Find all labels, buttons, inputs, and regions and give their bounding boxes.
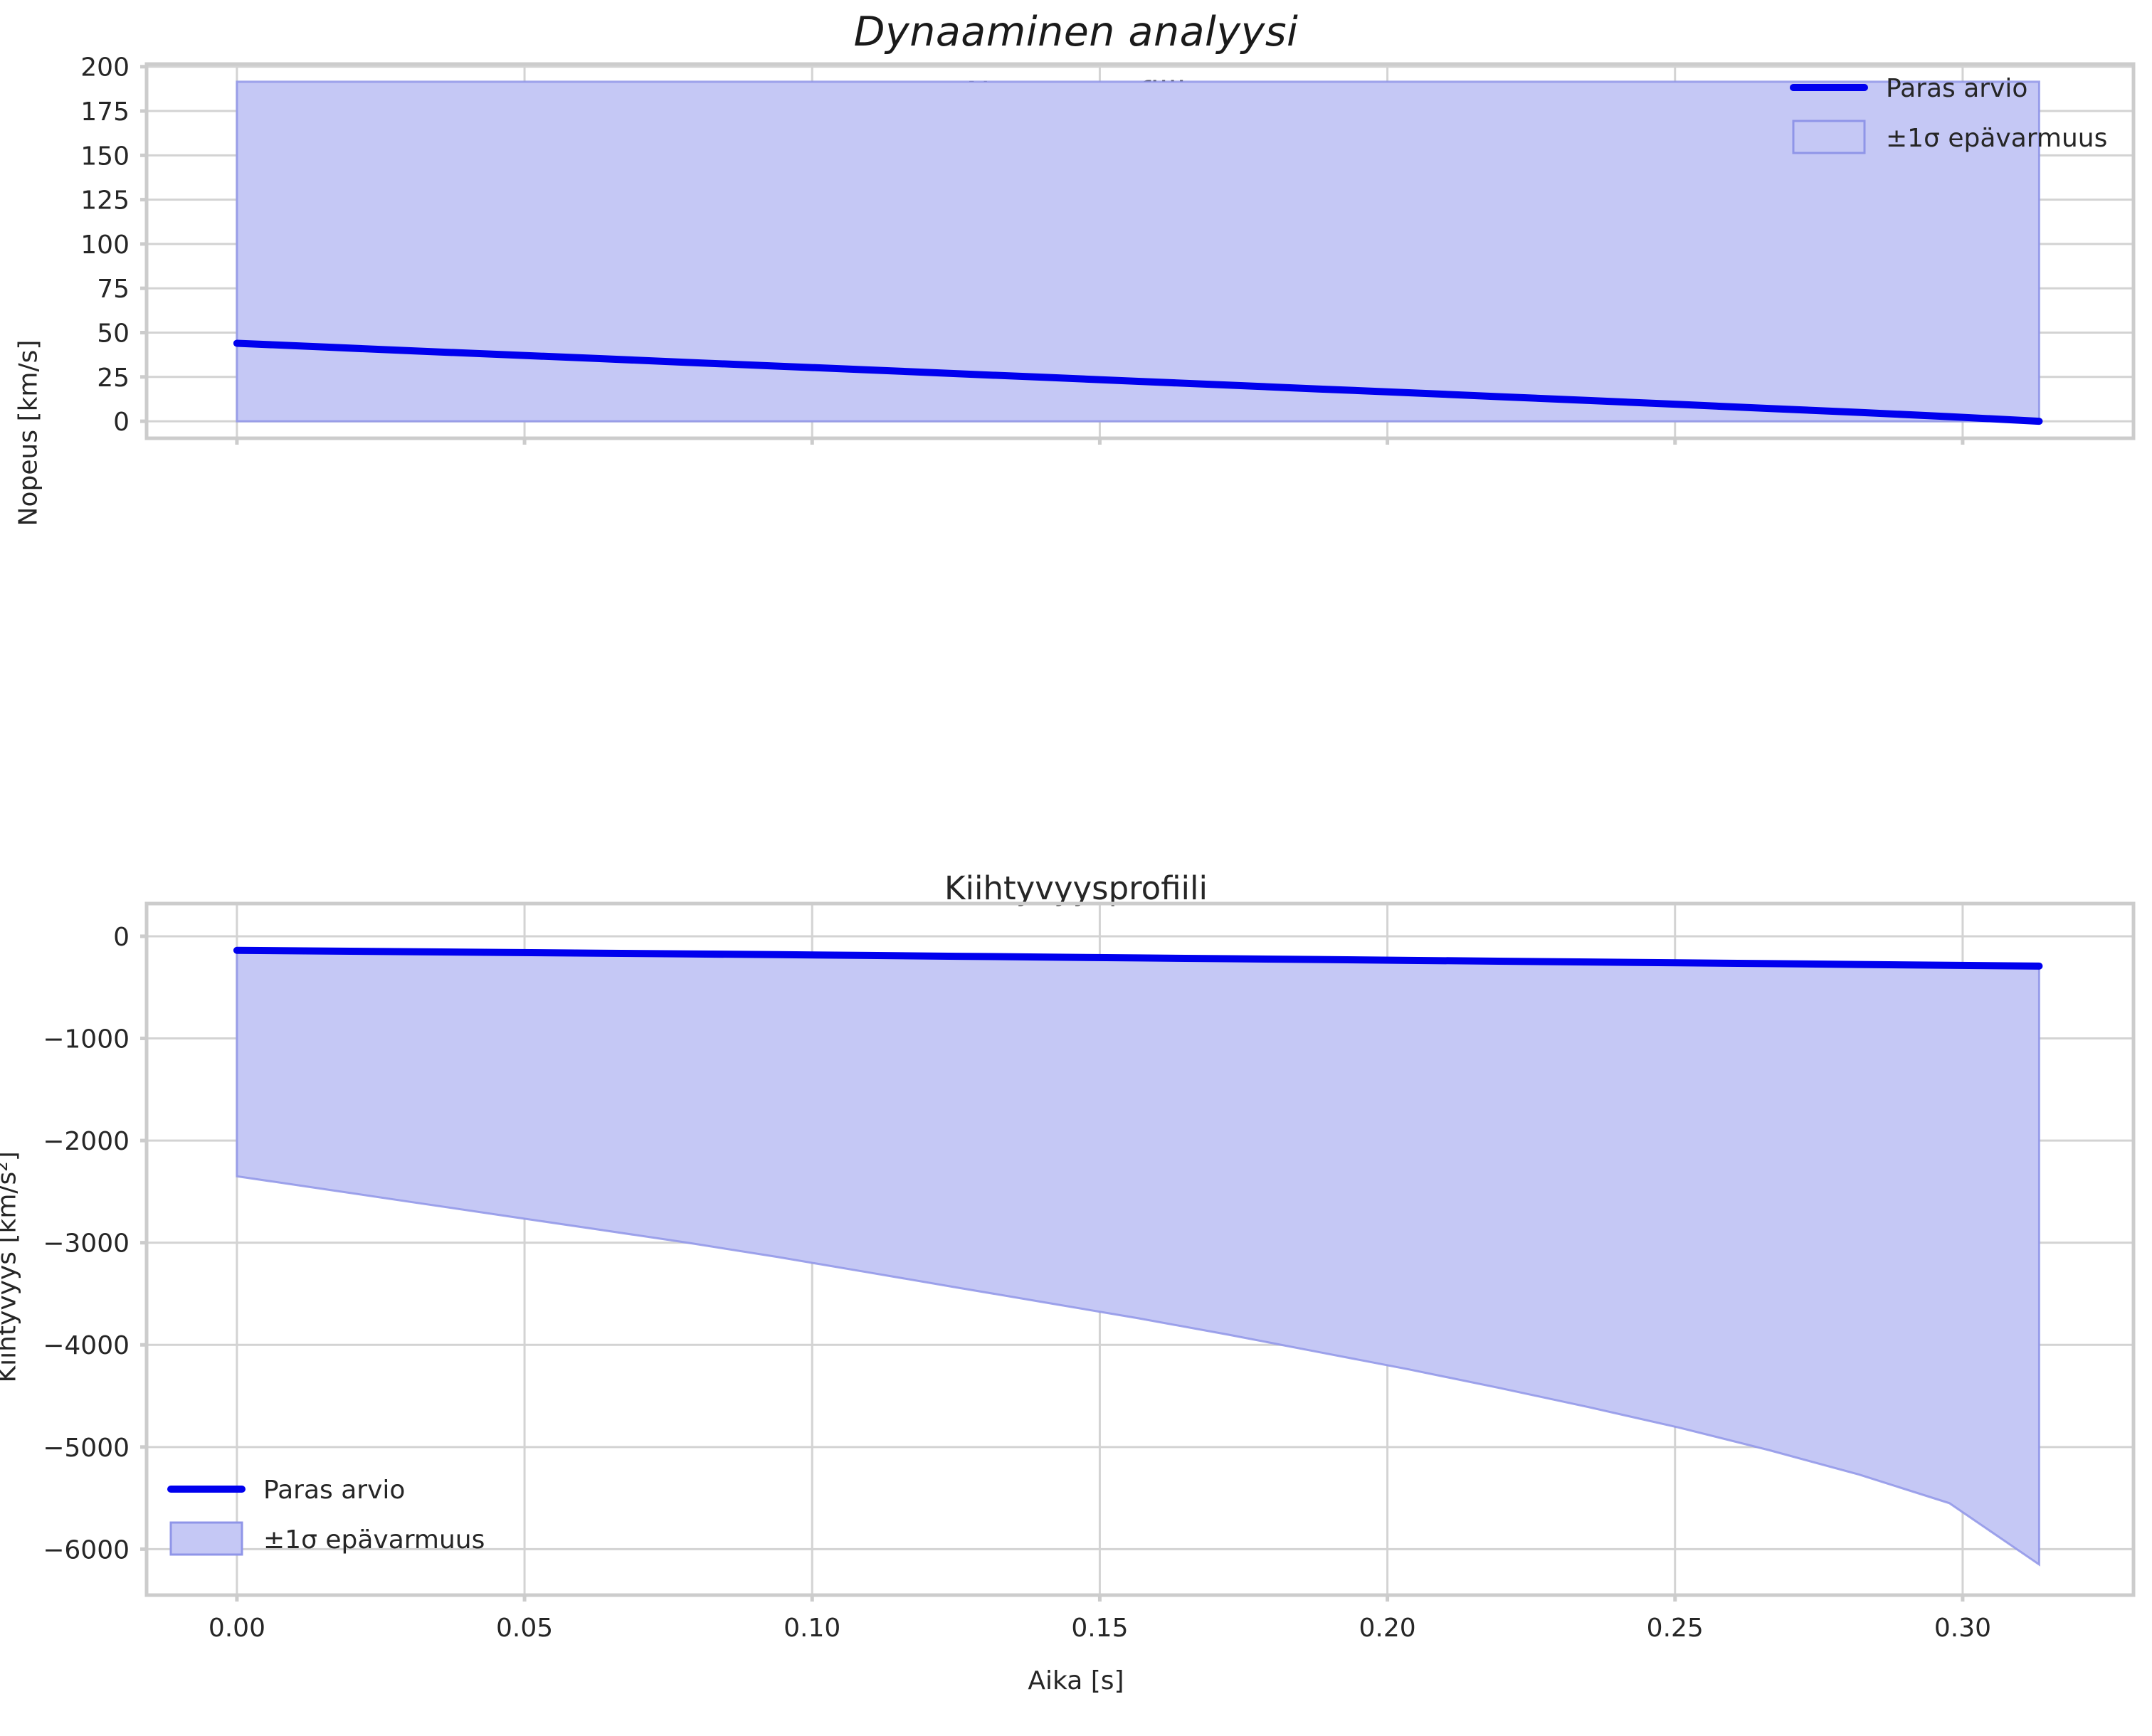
y-tick-label: 125 [80, 186, 130, 216]
axes-spines [144, 901, 2136, 1597]
x-tick-label: 0.30 [1934, 1614, 1991, 1643]
x-tick-label: 0.25 [1647, 1614, 1704, 1643]
y-tick-label: 150 [80, 142, 130, 171]
legend-label-band: ±1σ epävarmuus [263, 1525, 485, 1555]
y-tick-label: 0 [113, 923, 130, 952]
uncertainty-band [236, 949, 2040, 1567]
x-tick-label: 0.00 [209, 1614, 265, 1643]
x-axis-label: Aika [s] [1028, 1666, 1124, 1695]
velocity-plot: 0 25 50 75 100 125 150 175 200 Paras arvio ±1σ epä… [80, 53, 2136, 445]
x-tick-label: 0.20 [1359, 1614, 1416, 1643]
axes-title-acceleration: Kiihtyvyysprofiili [944, 869, 1208, 907]
x-tick-label: 0.10 [784, 1614, 840, 1643]
y-tick-label: 25 [97, 364, 130, 393]
y-tick-label: −6000 [43, 1535, 130, 1565]
y-tick-label: −5000 [43, 1434, 130, 1463]
figure-suptitle: Dynaaminen analyysi [853, 9, 1299, 55]
y-tick-label: 175 [80, 97, 130, 127]
legend-label-band: ±1σ epävarmuus [1886, 124, 2107, 153]
y-tick-label: 100 [80, 231, 130, 260]
uncertainty-band [236, 80, 2040, 423]
axes-spines [144, 62, 2136, 440]
legend[interactable]: Paras arvio ±1σ epävarmuus [167, 1476, 485, 1556]
legend-band-swatch [1792, 120, 1866, 154]
x-tick-label: 0.15 [1071, 1614, 1128, 1643]
legend[interactable]: Paras arvio ±1σ epävarmuus [1790, 74, 2107, 154]
acceleration-plot: 0.00 0.05 0.10 0.15 0.20 0.25 0.30 0 −1000 −2000 −… [43, 901, 2136, 1643]
best-estimate-line [233, 339, 2043, 425]
legend-band-swatch [169, 1521, 243, 1556]
y-tick-label: 50 [97, 319, 130, 348]
y-tick-label: 75 [97, 275, 130, 304]
x-tick-label: 0.05 [496, 1614, 553, 1643]
y-tick-label: −4000 [43, 1331, 130, 1360]
best-estimate-line [233, 946, 2043, 970]
legend-label-line: Paras arvio [263, 1476, 405, 1505]
legend-label-line: Paras arvio [1886, 74, 2027, 103]
y-tick-label: 0 [113, 408, 130, 437]
y-tick-label: −2000 [43, 1127, 130, 1156]
y-tick-label: −1000 [43, 1025, 130, 1054]
y-tick-label: −3000 [43, 1229, 130, 1259]
y-tick-label: 200 [80, 53, 130, 83]
